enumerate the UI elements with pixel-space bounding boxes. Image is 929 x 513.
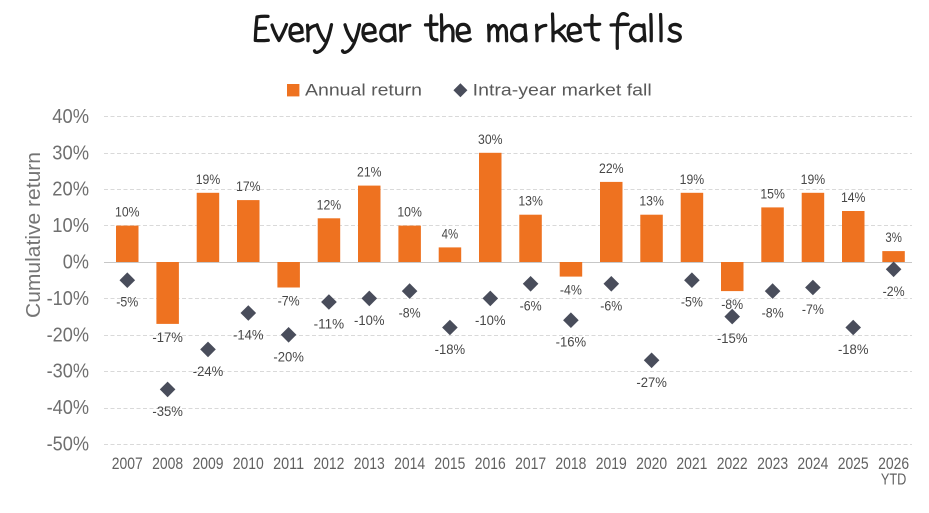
svg-text:-7%: -7% (802, 301, 824, 317)
svg-text:2009: 2009 (193, 454, 224, 473)
svg-text:2015: 2015 (434, 454, 465, 473)
svg-text:-5%: -5% (116, 294, 138, 310)
svg-text:-30%: -30% (47, 361, 90, 383)
svg-text:2019: 2019 (596, 454, 627, 473)
svg-text:-40%: -40% (47, 397, 90, 419)
svg-text:2025: 2025 (838, 454, 869, 473)
svg-text:2018: 2018 (555, 454, 586, 473)
svg-text:19%: 19% (196, 171, 221, 187)
svg-text:10%: 10% (115, 204, 140, 220)
svg-text:2014: 2014 (394, 454, 425, 473)
svg-text:17%: 17% (236, 178, 261, 194)
svg-text:2010: 2010 (233, 454, 264, 473)
svg-text:Intra-year market fall: Intra-year market fall (473, 82, 652, 100)
svg-text:-10%: -10% (354, 312, 385, 328)
svg-text:2011: 2011 (273, 454, 304, 473)
svg-text:2022: 2022 (717, 454, 748, 473)
svg-text:-16%: -16% (556, 334, 587, 350)
svg-text:4%: 4% (442, 225, 459, 241)
svg-text:19%: 19% (801, 171, 826, 187)
svg-text:2013: 2013 (354, 454, 385, 473)
svg-text:-4%: -4% (560, 282, 582, 298)
svg-text:-35%: -35% (152, 403, 183, 419)
svg-text:-18%: -18% (838, 341, 869, 357)
svg-text:-17%: -17% (152, 329, 183, 345)
svg-text:14%: 14% (841, 189, 866, 205)
svg-text:-8%: -8% (762, 305, 784, 321)
svg-text:-11%: -11% (314, 316, 345, 332)
svg-text:-6%: -6% (600, 297, 622, 313)
svg-text:0%: 0% (63, 252, 89, 274)
svg-text:-5%: -5% (681, 294, 703, 310)
svg-text:-8%: -8% (399, 305, 421, 321)
svg-text:13%: 13% (518, 193, 543, 209)
svg-text:-7%: -7% (278, 293, 300, 309)
svg-text:20%: 20% (52, 179, 89, 201)
svg-text:-20%: -20% (47, 324, 90, 346)
svg-text:-8%: -8% (721, 296, 743, 312)
svg-text:19%: 19% (680, 171, 705, 187)
svg-text:30%: 30% (478, 131, 503, 147)
svg-text:2026: 2026 (878, 454, 909, 473)
svg-text:2016: 2016 (475, 454, 506, 473)
svg-text:40%: 40% (52, 106, 89, 128)
svg-text:YTD: YTD (881, 472, 907, 489)
svg-text:Cumulative return: Cumulative return (23, 152, 45, 318)
svg-text:-15%: -15% (717, 330, 748, 346)
svg-text:-20%: -20% (273, 348, 304, 364)
svg-text:13%: 13% (639, 193, 664, 209)
svg-text:2017: 2017 (515, 454, 546, 473)
svg-text:15%: 15% (760, 185, 785, 201)
svg-text:-14%: -14% (233, 327, 264, 343)
svg-text:10%: 10% (52, 215, 89, 237)
svg-text:2012: 2012 (313, 454, 344, 473)
svg-text:-10%: -10% (47, 288, 90, 310)
svg-text:21%: 21% (357, 164, 382, 180)
svg-text:-10%: -10% (475, 312, 506, 328)
svg-text:2008: 2008 (152, 454, 183, 473)
svg-text:-2%: -2% (883, 283, 905, 299)
svg-text:Annual return: Annual return (305, 82, 422, 100)
svg-text:12%: 12% (317, 196, 342, 212)
svg-text:2021: 2021 (676, 454, 707, 473)
svg-text:3%: 3% (885, 229, 902, 245)
svg-text:2007: 2007 (112, 454, 143, 473)
svg-text:-24%: -24% (193, 363, 224, 379)
svg-text:2020: 2020 (636, 454, 667, 473)
svg-text:-6%: -6% (520, 297, 542, 313)
svg-text:10%: 10% (397, 204, 422, 220)
svg-text:30%: 30% (52, 142, 89, 164)
svg-text:-27%: -27% (636, 374, 667, 390)
svg-text:-18%: -18% (435, 341, 466, 357)
svg-text:2024: 2024 (797, 454, 828, 473)
svg-text:22%: 22% (599, 160, 624, 176)
svg-text:-50%: -50% (47, 434, 90, 456)
svg-text:2023: 2023 (757, 454, 788, 473)
